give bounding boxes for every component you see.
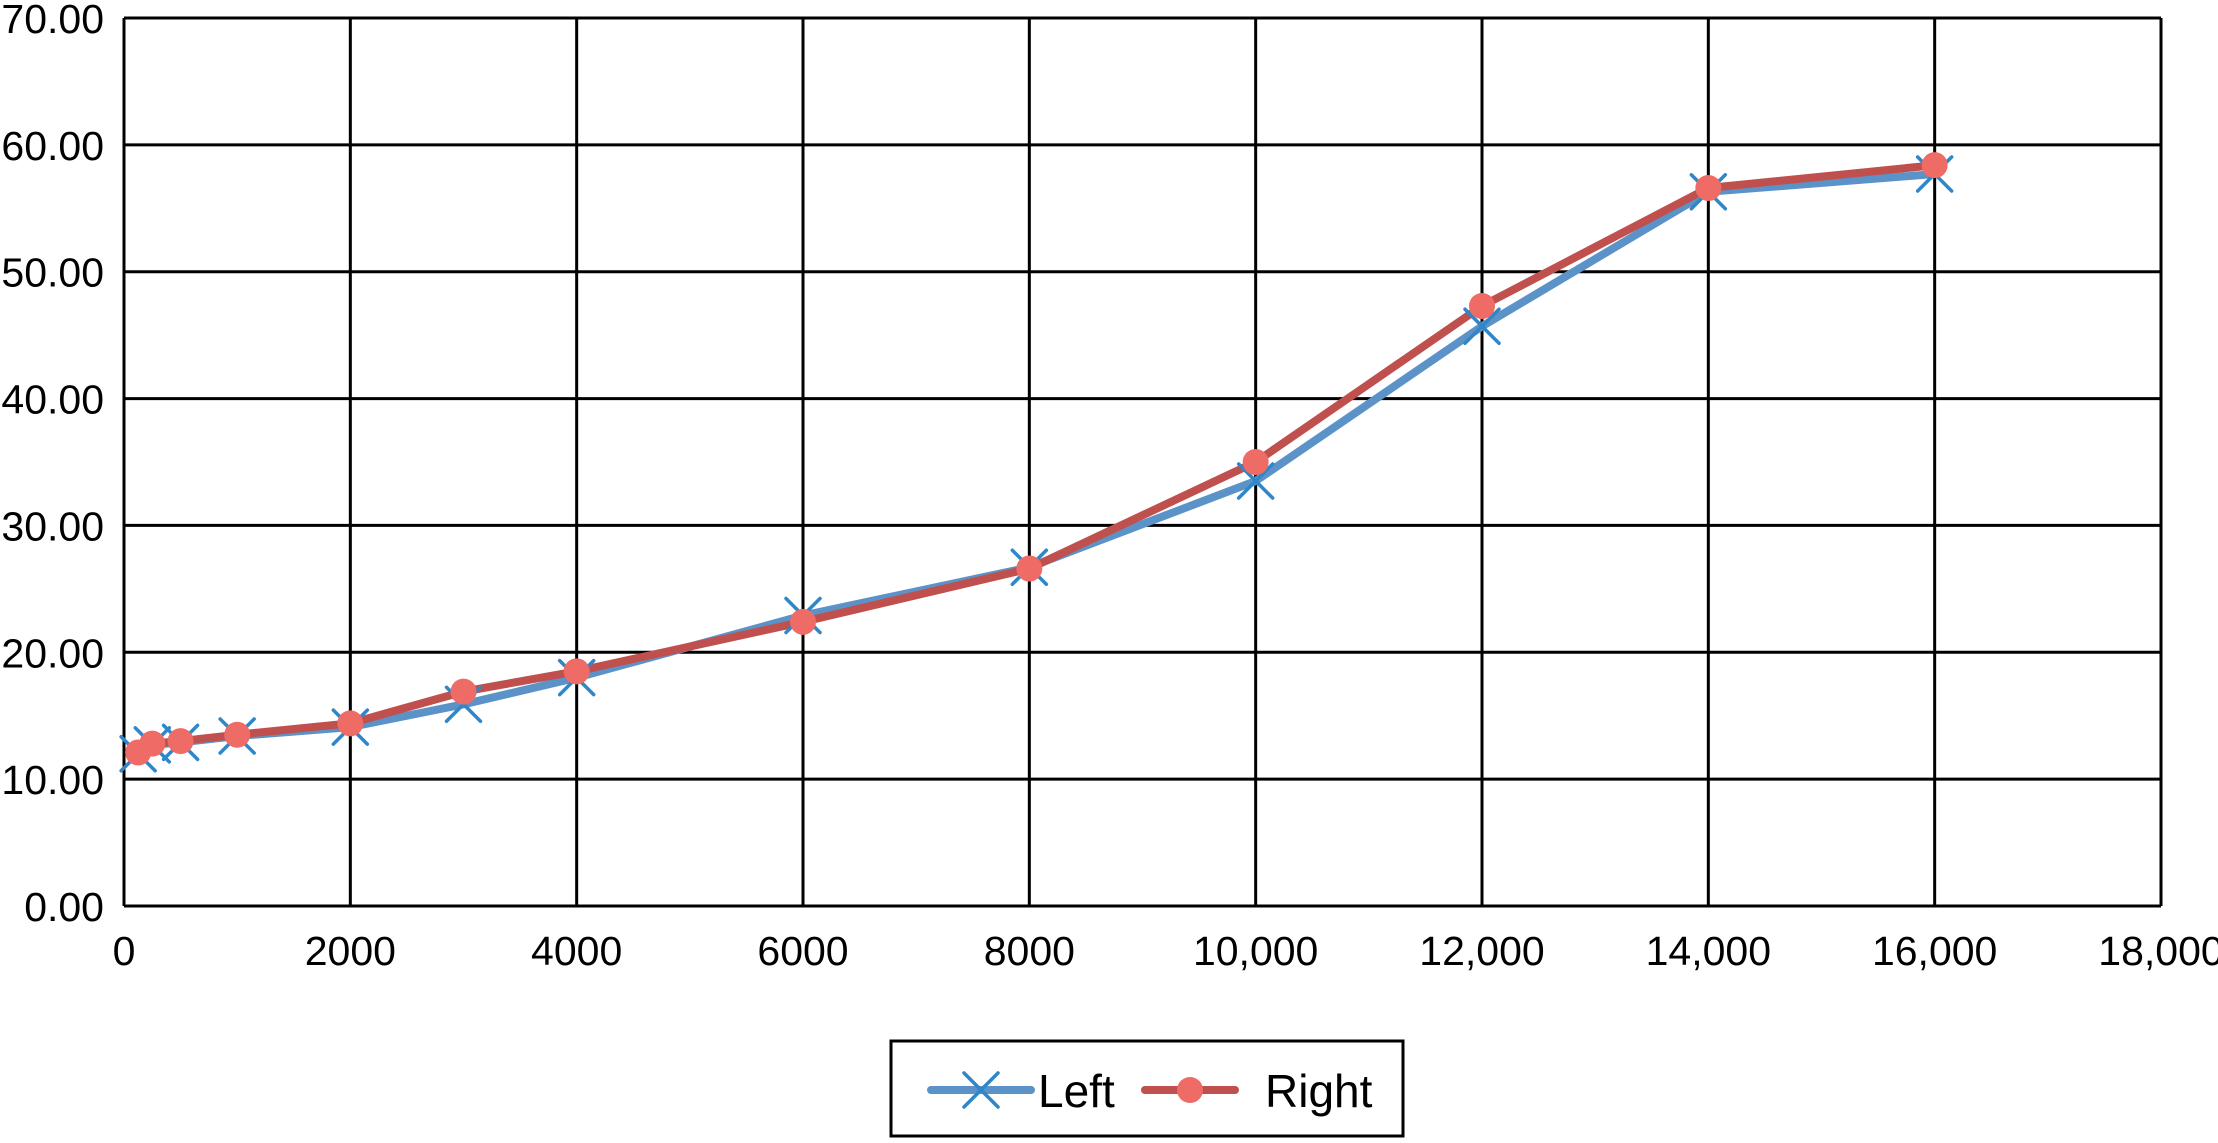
y-tick-label: 70.00 xyxy=(1,0,104,42)
x-tick-label: 2000 xyxy=(305,928,396,974)
data-point-right xyxy=(139,730,166,757)
y-tick-label: 0.00 xyxy=(24,884,104,930)
legend-circle-marker-icon xyxy=(1177,1077,1203,1103)
data-point-right xyxy=(1242,449,1269,475)
data-point-right xyxy=(1695,174,1722,201)
y-tick-label: 20.00 xyxy=(1,630,104,676)
legend: Left Right xyxy=(889,1039,1405,1138)
y-tick-label: 10.00 xyxy=(1,757,104,803)
series-line-right xyxy=(134,161,1939,757)
legend-label-right: Right xyxy=(1265,1065,1373,1117)
data-point-right xyxy=(1921,152,1948,179)
data-point-right xyxy=(563,658,590,685)
x-tick-label: 18,000 xyxy=(2098,928,2218,974)
tick-labels: 0 2000 4000 6000 8000 10,000 12,000 14,000 16,00… xyxy=(1,0,2218,974)
y-tick-label: 30.00 xyxy=(1,503,104,549)
data-point-right xyxy=(337,710,364,737)
data-point-right xyxy=(790,608,816,635)
data-point-right xyxy=(450,678,477,705)
y-tick-label: 50.00 xyxy=(1,250,104,296)
gridlines xyxy=(122,16,2163,908)
x-tick-label: 8000 xyxy=(984,928,1075,974)
x-tick-label: 6000 xyxy=(757,928,848,974)
data-point-right xyxy=(167,728,194,755)
x-tick-label: 14,000 xyxy=(1646,928,1771,974)
data-point-right xyxy=(1016,555,1043,582)
series-markers xyxy=(119,152,1954,773)
legend-x-marker-stroke xyxy=(962,1071,1000,1109)
data-point-left xyxy=(1236,462,1275,500)
data-point-left xyxy=(1463,307,1501,346)
data-point-right xyxy=(1469,292,1495,319)
x-marker-stroke xyxy=(1236,462,1275,500)
x-marker-stroke xyxy=(1463,307,1501,346)
legend-x-marker-icon xyxy=(962,1071,1000,1109)
x-tick-label: 10,000 xyxy=(1193,928,1318,974)
series-line-left xyxy=(134,170,1939,758)
x-marker-stroke xyxy=(962,1071,1000,1109)
data-point-right xyxy=(224,721,251,748)
legend-label-left: Left xyxy=(1038,1065,1115,1117)
x-tick-label: 16,000 xyxy=(1872,928,1997,974)
x-tick-label: 4000 xyxy=(531,928,622,974)
y-tick-label: 60.00 xyxy=(1,123,104,169)
x-tick-label: 12,000 xyxy=(1419,928,1544,974)
x-tick-label: 0 xyxy=(113,928,136,974)
y-tick-label: 40.00 xyxy=(1,377,104,423)
series-lines xyxy=(134,161,1939,758)
